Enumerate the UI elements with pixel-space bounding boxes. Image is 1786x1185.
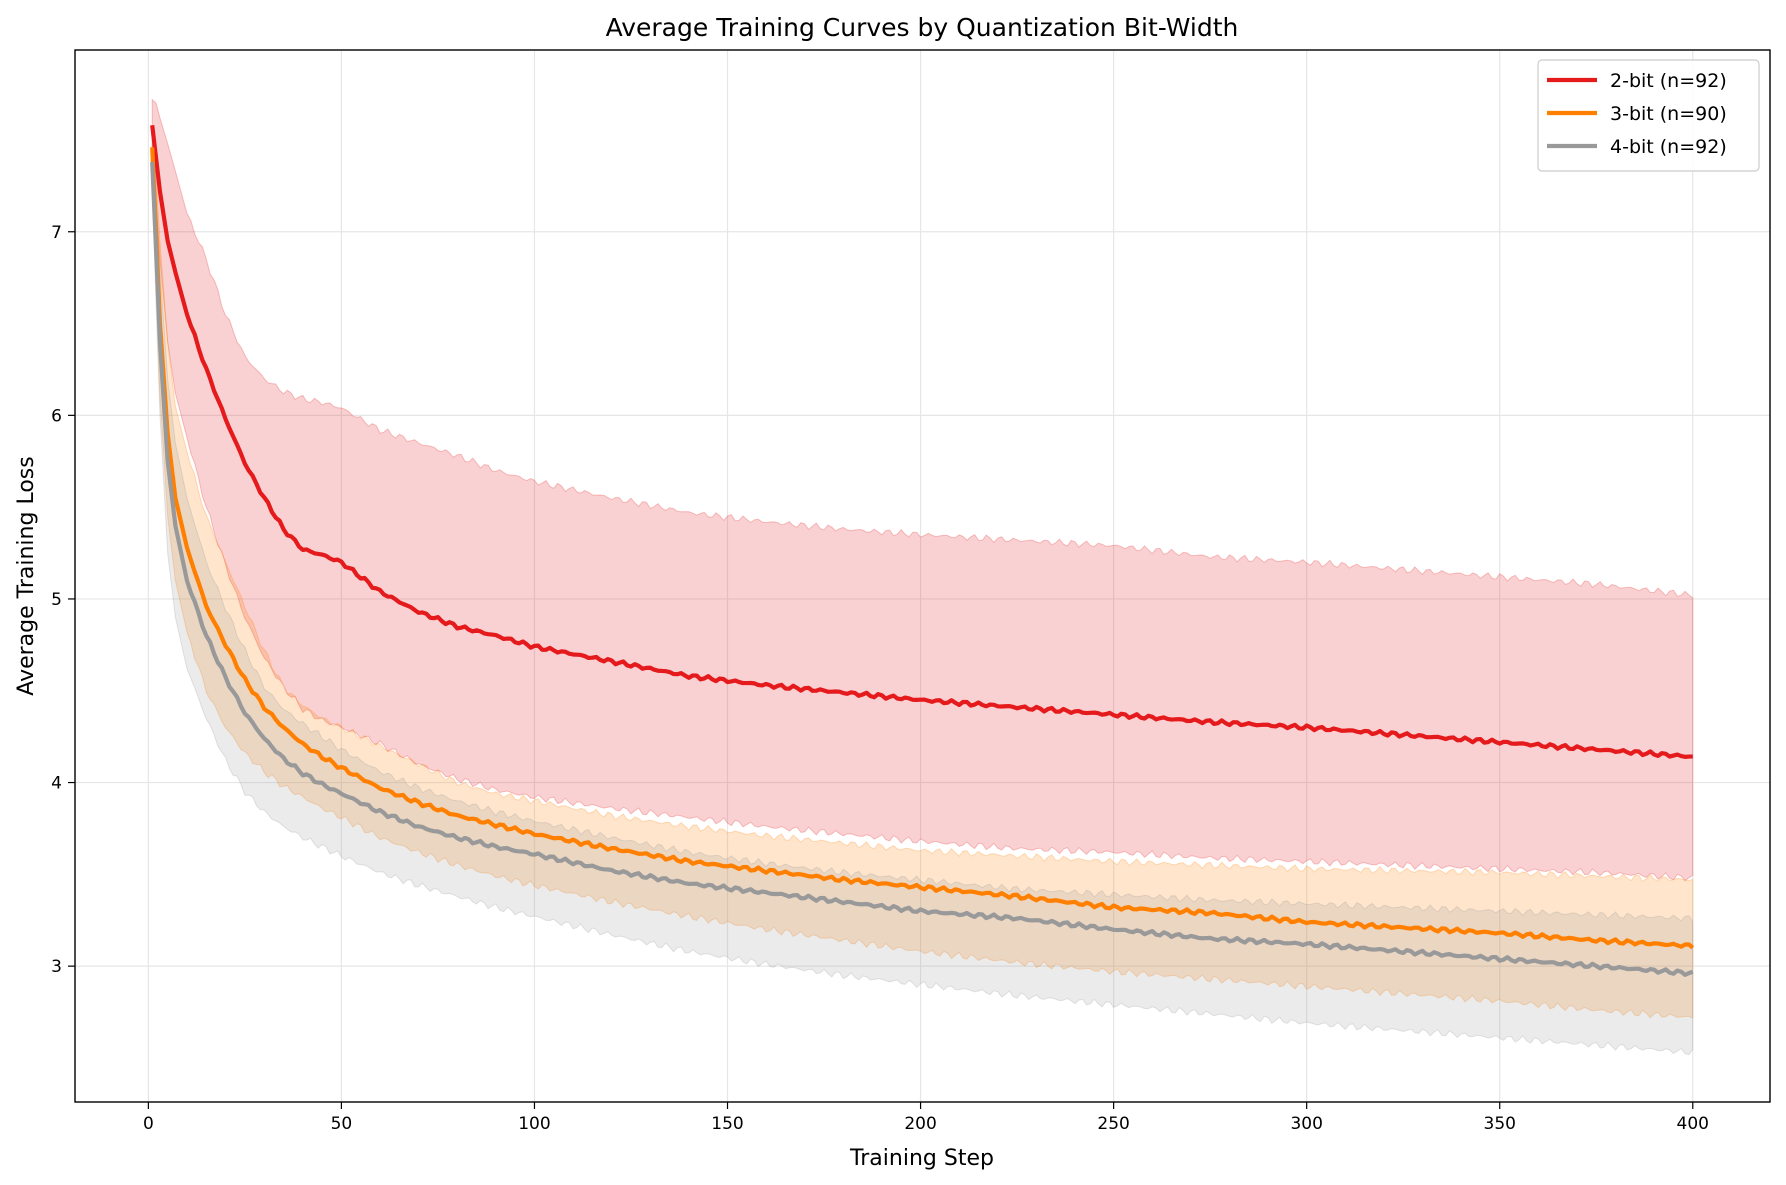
- y-tick-label: 6: [51, 406, 62, 426]
- x-tick-label: 100: [518, 1114, 550, 1134]
- series-line-1: [150, 147, 1695, 950]
- x-tick-label: 300: [1290, 1114, 1322, 1134]
- x-tick-label: 50: [331, 1114, 353, 1134]
- y-axis-label: Average Training Loss: [14, 456, 39, 695]
- legend-label: 2-bit (n=92): [1610, 70, 1727, 92]
- y-tick-label: 7: [51, 223, 62, 243]
- y-tick-label: 5: [51, 590, 62, 610]
- chart-title: Average Training Curves by Quantization …: [606, 13, 1239, 42]
- grid: [75, 50, 1770, 1102]
- legend-label: 3-bit (n=90): [1610, 103, 1727, 125]
- legend-label: 4-bit (n=92): [1610, 136, 1727, 158]
- y-tick-label: 3: [51, 957, 62, 977]
- series-line-2: [150, 161, 1694, 977]
- confidence-bands: [151, 98, 1694, 1056]
- x-tick-label: 400: [1677, 1114, 1709, 1134]
- band-0: [151, 98, 1694, 882]
- x-axis-ticks: 0 50 100 150 200 250 300 350 400: [143, 1102, 1709, 1134]
- x-tick-label: 0: [143, 1114, 154, 1134]
- series-line-0: [150, 125, 1693, 759]
- x-axis-label: Training Step: [849, 1146, 994, 1171]
- series-lines: [150, 125, 1695, 977]
- band-1: [151, 130, 1694, 1019]
- y-tick-label: 4: [51, 774, 62, 794]
- x-tick-label: 250: [1097, 1114, 1129, 1134]
- legend: 2-bit (n=92) 3-bit (n=90) 4-bit (n=92): [1537, 59, 1760, 172]
- y-axis-ticks: 3 4 5 6 7: [51, 223, 75, 977]
- band-2: [151, 143, 1694, 1056]
- x-tick-label: 150: [711, 1114, 743, 1134]
- x-tick-label: 200: [904, 1114, 936, 1134]
- legend-frame: [1537, 59, 1760, 172]
- plot-frame: [74, 49, 1771, 1103]
- x-tick-label: 350: [1484, 1114, 1516, 1134]
